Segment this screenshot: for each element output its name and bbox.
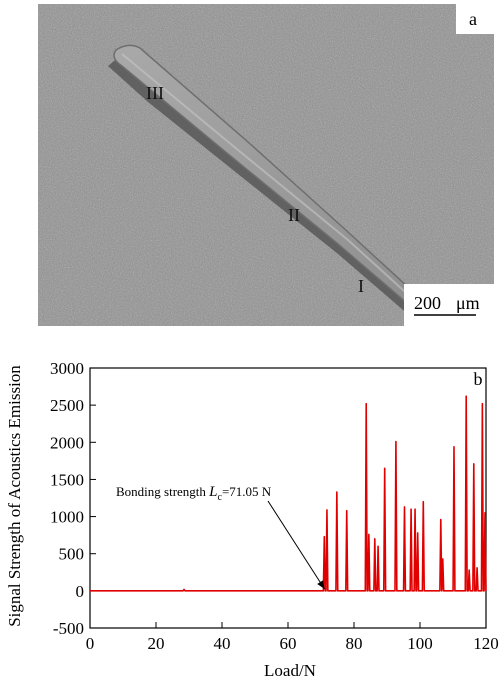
annotation-prefix: Bonding strength <box>116 484 209 499</box>
x-tick-label: 80 <box>346 634 363 653</box>
scale-bar-box <box>404 284 494 326</box>
bonding-strength-annotation: Bonding strength Lc=71.05 N <box>116 484 272 503</box>
x-tick-label: 0 <box>86 634 95 653</box>
y-tick-label: 500 <box>59 545 85 564</box>
region-label-i: I <box>358 276 364 296</box>
scale-bar-text: 200 <box>414 293 441 313</box>
x-tick-label: 40 <box>214 634 231 653</box>
scratch-shadow <box>108 56 420 316</box>
x-tick-label: 100 <box>407 634 433 653</box>
annotation-symbol: L <box>208 484 217 500</box>
panel-b-label: b <box>474 369 483 389</box>
x-axis-label: Load/N <box>264 661 316 680</box>
y-axis-label: Signal Strength of Acoustics Emission <box>5 365 24 627</box>
annotation-suffix: =71.05 N <box>222 484 272 499</box>
y-tick-label: 1500 <box>50 470 84 489</box>
region-label-iii: III <box>146 83 164 103</box>
scratch-highlight <box>121 53 415 301</box>
y-tick-label: 0 <box>76 582 85 601</box>
panel-a-label-box <box>456 4 494 34</box>
annotation-subscript: c <box>218 492 223 503</box>
y-tick-label: -500 <box>53 619 84 638</box>
x-tick-label: 120 <box>473 634 499 653</box>
y-tick-label: 2500 <box>50 396 84 415</box>
y-tick-label: 2000 <box>50 433 84 452</box>
panel-a-label: a <box>469 9 477 29</box>
annotation-arrow-head <box>317 580 325 589</box>
region-label-ii: II <box>288 205 300 225</box>
x-tick-label: 60 <box>280 634 297 653</box>
annotation-arrow-line <box>267 500 325 590</box>
y-tick-label: 1000 <box>50 508 84 527</box>
micrograph-panel: a III II I 200 μm <box>38 4 494 326</box>
x-tick-label: 20 <box>148 634 165 653</box>
y-tick-label: 3000 <box>50 359 84 378</box>
scale-bar-unit: μm <box>456 293 480 313</box>
acoustic-emission-chart: 0 20 40 60 80 100 120-500050010001500200025003… <box>5 359 499 680</box>
